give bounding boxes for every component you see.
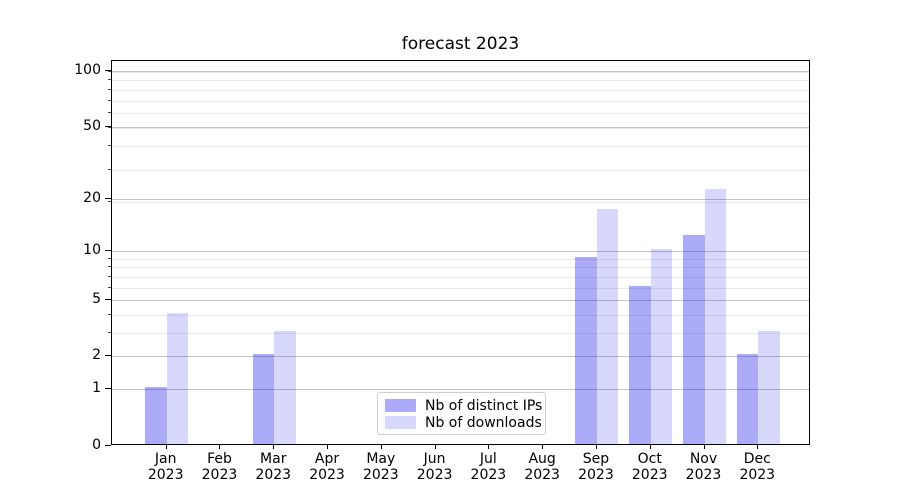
x-tick-mark — [757, 444, 759, 449]
gridline-minor — [112, 128, 809, 130]
y-minor-tick-mark — [108, 332, 111, 334]
bar-distinct-ips-sep — [575, 256, 597, 444]
legend-item-downloads: Nb of downloads — [385, 414, 545, 431]
gridline-minor — [112, 169, 809, 171]
bar-downloads-jan — [166, 312, 189, 444]
y-minor-tick-mark — [108, 286, 111, 288]
y-tick-mark — [105, 444, 111, 446]
gridline-minor — [112, 267, 809, 269]
y-minor-tick-mark — [108, 313, 111, 315]
gridline-major — [112, 198, 809, 200]
bar-distinct-ips-oct — [629, 285, 651, 444]
x-tick-mark — [273, 444, 275, 449]
gridline-minor — [112, 287, 809, 289]
x-tick-label-dec: Dec 2023 — [739, 450, 776, 483]
y-minor-tick-mark — [108, 257, 111, 259]
x-tick-mark — [165, 444, 167, 449]
gridline-major — [112, 300, 809, 302]
x-tick-label-sep: Sep 2023 — [578, 450, 614, 483]
y-minor-tick-mark — [108, 127, 111, 129]
y-tick-label-2: 2 — [92, 347, 101, 364]
x-tick-label-oct: Oct 2023 — [631, 450, 668, 483]
x-tick-label-may: May 2023 — [362, 450, 399, 483]
x-tick-mark — [327, 444, 329, 449]
y-tick-label-10: 10 — [83, 241, 101, 258]
gridline-major — [112, 250, 809, 252]
y-minor-tick-mark — [108, 266, 111, 268]
x-tick-mark — [649, 444, 651, 449]
legend-label-distinct-ips: Nb of distinct IPs — [425, 397, 543, 414]
y-minor-tick-mark — [108, 168, 111, 170]
y-tick-mark — [105, 299, 111, 301]
y-tick-mark — [105, 125, 111, 127]
y-tick-label-0: 0 — [92, 436, 101, 453]
gridline-minor — [112, 100, 809, 102]
x-tick-mark — [488, 444, 490, 449]
y-minor-tick-mark — [108, 201, 111, 203]
y-tick-label-50: 50 — [83, 117, 101, 134]
x-tick-label-apr: Apr 2023 — [309, 450, 345, 483]
x-tick-label-mar: Mar 2023 — [255, 450, 292, 483]
legend-item-distinct-ips: Nb of distinct IPs — [385, 397, 545, 414]
x-tick-label-jun: Jun 2023 — [416, 450, 453, 483]
y-tick-mark — [105, 249, 111, 251]
bar-downloads-nov — [704, 189, 726, 444]
y-minor-tick-mark — [108, 70, 111, 72]
gridline-major — [112, 356, 809, 358]
legend: Nb of distinct IPs Nb of downloads — [377, 392, 546, 435]
y-minor-tick-mark — [108, 145, 111, 147]
bar-distinct-ips-mar — [252, 354, 275, 444]
gridline-minor — [112, 80, 809, 82]
legend-swatch-distinct-ips — [385, 399, 416, 412]
gridline-minor — [112, 113, 809, 115]
y-minor-tick-mark — [108, 99, 111, 101]
bar-downloads-sep — [596, 209, 619, 444]
y-tick-mark — [105, 388, 111, 390]
gridline-minor — [112, 333, 809, 335]
bar-distinct-ips-dec — [736, 354, 759, 444]
gridline-minor — [112, 90, 809, 91]
y-tick-label-5: 5 — [92, 291, 101, 308]
bar-distinct-ips-nov — [683, 235, 705, 444]
y-minor-tick-mark — [108, 275, 111, 277]
gridline-major — [112, 126, 809, 128]
y-minor-tick-mark — [108, 112, 111, 114]
gridline-major — [112, 71, 809, 73]
x-tick-mark — [434, 444, 436, 449]
gridline-minor — [112, 258, 809, 260]
x-tick-label-aug: Aug 2023 — [524, 450, 560, 483]
bar-distinct-ips-jan — [145, 387, 167, 444]
x-tick-mark — [542, 444, 544, 449]
x-tick-mark — [703, 444, 705, 449]
plot-area — [111, 60, 810, 445]
gridline-minor — [112, 146, 809, 148]
gridline-minor — [112, 71, 809, 73]
gridline-minor — [112, 314, 809, 316]
gridline-minor — [112, 202, 809, 204]
bar-downloads-dec — [758, 331, 780, 444]
y-tick-label-100: 100 — [74, 62, 101, 79]
x-tick-label-feb: Feb 2023 — [201, 450, 238, 483]
x-tick-label-nov: Nov 2023 — [685, 450, 722, 483]
x-tick-mark — [380, 444, 382, 449]
legend-label-downloads: Nb of downloads — [425, 414, 542, 431]
y-minor-tick-mark — [108, 89, 111, 90]
y-tick-mark — [105, 70, 111, 72]
x-tick-mark — [219, 444, 221, 449]
gridline-major — [112, 389, 809, 391]
bar-downloads-oct — [650, 248, 673, 444]
x-tick-mark — [595, 444, 597, 449]
x-tick-label-jan: Jan 2023 — [147, 450, 184, 483]
gridline-minor — [112, 276, 809, 278]
chart-title: forecast 2023 — [401, 34, 520, 54]
y-minor-tick-mark — [108, 79, 111, 81]
bar-downloads-mar — [274, 331, 296, 444]
y-tick-mark — [105, 355, 111, 357]
y-tick-label-1: 1 — [92, 380, 101, 397]
y-tick-mark — [105, 197, 111, 199]
legend-swatch-downloads — [385, 416, 416, 429]
x-tick-label-jul: Jul 2023 — [470, 450, 507, 483]
y-tick-label-20: 20 — [83, 189, 101, 206]
